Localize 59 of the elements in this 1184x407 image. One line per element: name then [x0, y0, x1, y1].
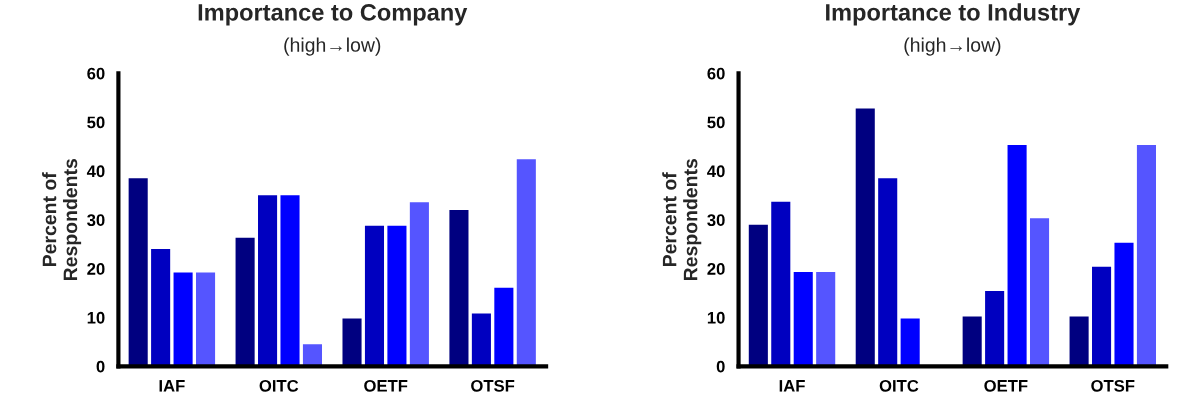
bar [196, 272, 216, 367]
bar [1029, 218, 1050, 367]
x-tick-label: IAF [159, 380, 185, 392]
bar [962, 316, 982, 367]
y-tick-label: 10 [707, 311, 725, 324]
bar [1007, 145, 1027, 367]
bar [1114, 242, 1134, 367]
chart-title: Importance to Company [198, 4, 468, 26]
y-tick-label: 50 [87, 116, 105, 129]
bar [1069, 316, 1089, 367]
bar [409, 202, 429, 367]
bar [985, 291, 1005, 367]
y-tick-label: 30 [707, 214, 725, 227]
bar [516, 159, 536, 367]
y-axis-title: Percent of Respondents [42, 158, 82, 281]
y-tick-label: 0 [96, 360, 105, 373]
chart-subtitle: (high→low) [284, 37, 381, 56]
bar [494, 287, 514, 367]
bar [280, 195, 300, 367]
bar [258, 195, 278, 367]
x-tick-label: OTSF [1091, 379, 1135, 392]
chart-subtitle: (high→low) [904, 37, 1001, 56]
x-tick-label: OETF [984, 379, 1028, 392]
x-tick-label: OETF [364, 379, 408, 392]
bar [816, 272, 836, 367]
bar [173, 272, 193, 367]
bar [1092, 266, 1112, 367]
y-tick-label: 10 [87, 311, 105, 324]
bar [235, 237, 255, 367]
y-tick-label: 20 [87, 263, 105, 275]
bar [878, 178, 898, 367]
bar [855, 108, 875, 367]
bar [364, 225, 385, 367]
bar [128, 178, 148, 367]
y-tick-label: 40 [707, 165, 725, 178]
bar [471, 313, 491, 367]
bar [771, 201, 791, 367]
bar [342, 318, 362, 367]
y-tick-label: 60 [87, 67, 105, 80]
chart-title: Importance to Industry [826, 3, 1081, 26]
y-tick-label: 60 [707, 67, 725, 80]
y-axis-title: Percent of Respondents [662, 158, 702, 281]
y-tick-label: 50 [707, 116, 725, 129]
bar [900, 318, 920, 367]
y-tick-label: 0 [716, 360, 725, 373]
x-tick-label: IAF [779, 380, 805, 392]
bar [449, 210, 469, 367]
bar [1136, 145, 1156, 367]
x-tick-label: OITC [879, 379, 919, 392]
bar [151, 249, 171, 367]
bar [793, 272, 813, 367]
y-tick-label: 20 [707, 263, 725, 275]
x-tick-label: OTSF [471, 379, 515, 392]
y-tick-label: 30 [87, 214, 105, 227]
x-tick-label: OITC [259, 379, 299, 392]
bar [302, 344, 323, 367]
y-tick-label: 40 [86, 165, 105, 178]
bar [748, 224, 768, 367]
bar [387, 225, 407, 367]
